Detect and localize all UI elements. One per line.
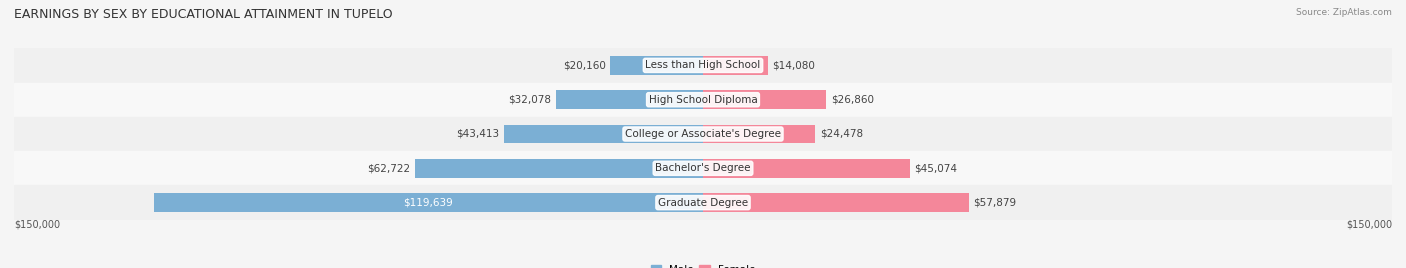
- Bar: [703, 90, 827, 109]
- Bar: [703, 159, 910, 178]
- Bar: [14, 48, 1392, 83]
- Bar: [14, 185, 1392, 220]
- Text: $43,413: $43,413: [456, 129, 499, 139]
- Bar: [14, 83, 1392, 117]
- Text: Bachelor's Degree: Bachelor's Degree: [655, 163, 751, 173]
- Text: Less than High School: Less than High School: [645, 60, 761, 70]
- Legend: Male, Female: Male, Female: [651, 265, 755, 268]
- Bar: [415, 159, 703, 178]
- Bar: [503, 125, 703, 143]
- Bar: [703, 56, 768, 75]
- Text: $20,160: $20,160: [562, 60, 606, 70]
- Bar: [703, 125, 815, 143]
- Text: $26,860: $26,860: [831, 95, 875, 105]
- Bar: [14, 117, 1392, 151]
- Bar: [610, 56, 703, 75]
- Text: $57,879: $57,879: [973, 198, 1017, 208]
- Text: Graduate Degree: Graduate Degree: [658, 198, 748, 208]
- Text: College or Associate's Degree: College or Associate's Degree: [626, 129, 780, 139]
- Bar: [153, 193, 703, 212]
- Text: $62,722: $62,722: [367, 163, 411, 173]
- Bar: [703, 193, 969, 212]
- Text: $150,000: $150,000: [1346, 220, 1392, 230]
- Bar: [14, 151, 1392, 185]
- Text: $119,639: $119,639: [404, 198, 453, 208]
- Text: $14,080: $14,080: [772, 60, 815, 70]
- Text: High School Diploma: High School Diploma: [648, 95, 758, 105]
- Text: EARNINGS BY SEX BY EDUCATIONAL ATTAINMENT IN TUPELO: EARNINGS BY SEX BY EDUCATIONAL ATTAINMEN…: [14, 8, 392, 21]
- Text: $150,000: $150,000: [14, 220, 60, 230]
- Text: $24,478: $24,478: [820, 129, 863, 139]
- Text: Source: ZipAtlas.com: Source: ZipAtlas.com: [1296, 8, 1392, 17]
- Text: $45,074: $45,074: [915, 163, 957, 173]
- Bar: [555, 90, 703, 109]
- Text: $32,078: $32,078: [508, 95, 551, 105]
